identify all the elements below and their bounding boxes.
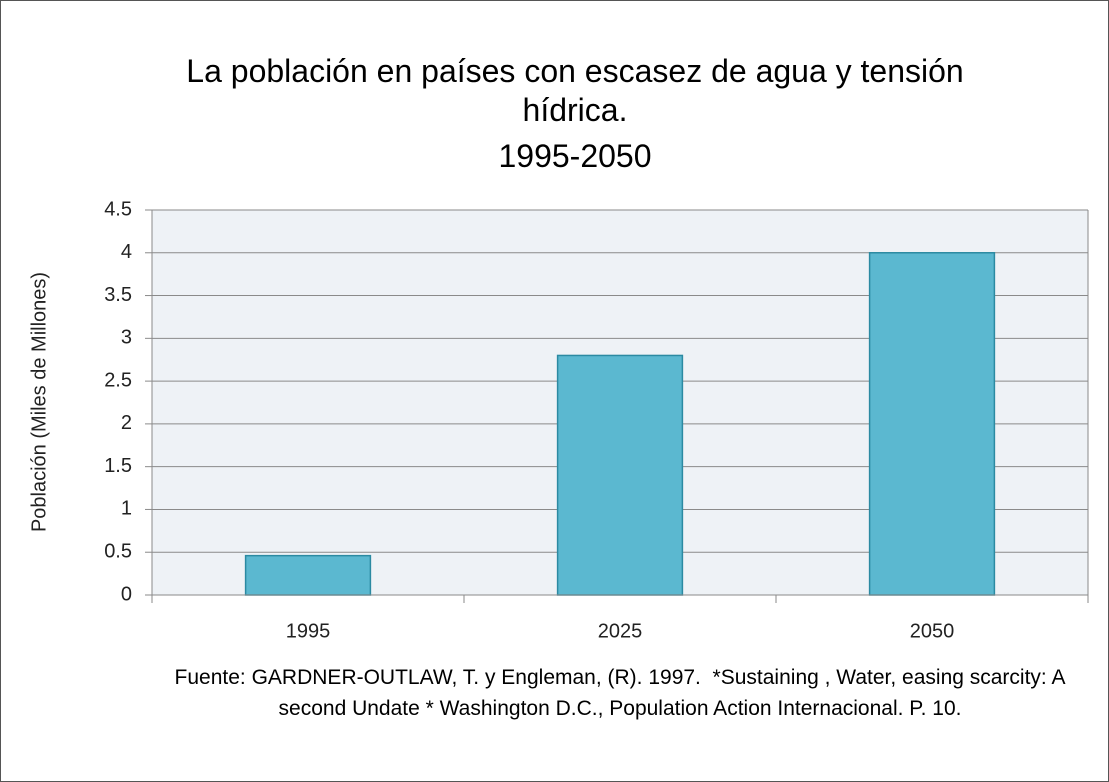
y-tick-label: 1.5 xyxy=(104,455,132,477)
y-tick-label: 4.5 xyxy=(104,198,132,220)
bar xyxy=(868,252,996,596)
y-tick-label: 0.5 xyxy=(104,541,132,563)
y-tick-label: 4 xyxy=(121,241,132,263)
chart-title: La población en países con escasez de ag… xyxy=(186,53,964,128)
y-tick-label: 1 xyxy=(121,498,132,520)
bar xyxy=(556,354,684,596)
y-tick-label: 3.5 xyxy=(104,284,132,306)
source-note: Fuente: GARDNER-OUTLAW, T. y Engleman, (… xyxy=(174,666,1072,720)
y-tick-label: 2 xyxy=(121,412,132,434)
x-tick-label: 2050 xyxy=(910,620,955,642)
bar xyxy=(244,554,372,596)
y-axis-label: Población (Miles de Millones) xyxy=(28,272,50,532)
y-tick-label: 3 xyxy=(121,327,132,349)
y-tick-label: 0 xyxy=(121,583,132,605)
chart-subtitle: 1995-2050 xyxy=(498,138,652,174)
x-tick-label: 1995 xyxy=(286,620,331,642)
y-tick-label: 2.5 xyxy=(104,369,132,391)
x-tick-label: 2025 xyxy=(598,620,643,642)
